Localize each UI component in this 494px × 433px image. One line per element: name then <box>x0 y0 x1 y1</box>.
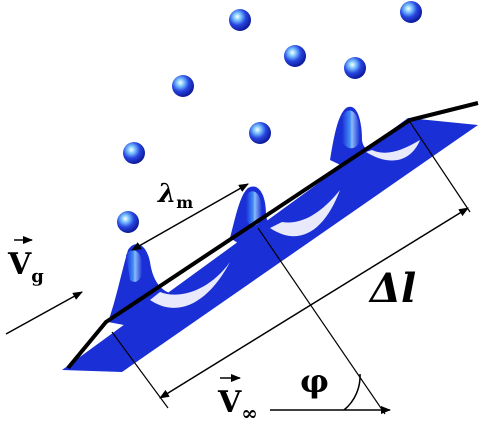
svg-text:V∞: V∞ <box>217 385 258 425</box>
gas-velocity-subscript: g <box>31 266 44 287</box>
droplet <box>249 122 271 144</box>
freestream-velocity-symbol: V <box>217 385 242 420</box>
angle-marker: φ <box>300 362 361 411</box>
svg-text:λm: λm <box>157 179 193 212</box>
angle-label: φ <box>300 362 329 400</box>
svg-text:Vg: Vg <box>7 247 44 287</box>
droplet <box>229 9 251 31</box>
droplet <box>117 211 139 233</box>
liquid-film <box>62 106 478 372</box>
wavelength-subscript: m <box>176 193 193 212</box>
length-dimension: Δl <box>159 207 469 399</box>
freestream-velocity-subscript: ∞ <box>241 401 258 425</box>
droplet <box>123 142 145 164</box>
droplets <box>117 1 422 233</box>
droplet <box>172 75 194 97</box>
droplet <box>344 57 366 79</box>
length-label: Δl <box>368 265 416 312</box>
wavelength-symbol: λ <box>157 179 176 209</box>
gas-velocity-symbol: V <box>7 247 32 282</box>
droplet <box>284 45 306 67</box>
freestream-velocity-vector: V∞ <box>217 374 391 425</box>
gas-velocity-vector: Vg <box>5 236 83 335</box>
droplet <box>400 1 422 23</box>
